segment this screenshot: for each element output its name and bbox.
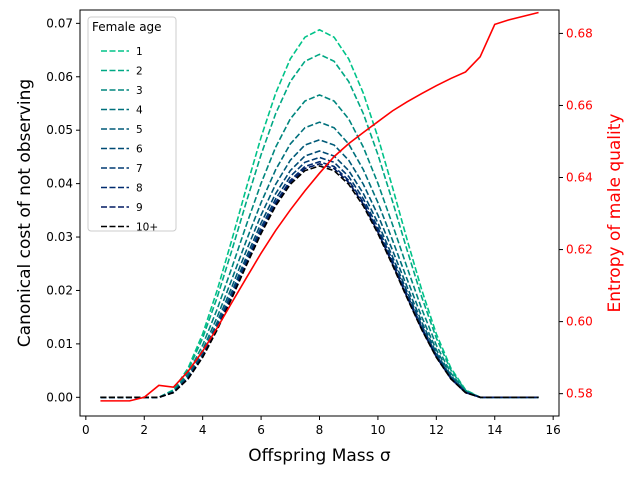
legend-box <box>87 16 177 232</box>
y-left-tick-label: 0.02 <box>46 283 73 297</box>
x-tick-label: 16 <box>546 423 561 437</box>
series-line-3 <box>100 94 539 399</box>
axes: 0 2 4 6 8 10 12 14 160.000.010.020.030.040.050.0… <box>15 16 625 466</box>
legend-label: 7 <box>136 163 143 175</box>
y-left-tick-label: 0.03 <box>46 230 73 244</box>
y-right-tick-label: 0.62 <box>566 243 593 257</box>
y-left-axis-title: Canonical cost of not observing <box>15 79 35 347</box>
legend-label: 10+ <box>136 222 158 234</box>
y-left-tick-label: 0.07 <box>46 16 73 30</box>
legend-label: 2 <box>136 66 143 78</box>
y-right-axis-title: Entropy of male quality <box>605 114 625 313</box>
legend-label: 5 <box>136 124 143 136</box>
x-tick-label: 8 <box>316 423 324 437</box>
x-axis-title: Offspring Mass σ <box>248 446 391 466</box>
legend-label: 4 <box>136 105 143 117</box>
legend-label: 9 <box>136 202 143 214</box>
y-right-tick-label: 0.66 <box>566 98 593 112</box>
x-tick-label: 6 <box>257 423 265 437</box>
series-line-2 <box>100 53 539 399</box>
y-left-tick-label: 0.01 <box>46 337 73 351</box>
legend-label: 1 <box>136 46 143 58</box>
y-right-tick-label: 0.68 <box>566 26 593 40</box>
y-left-tick-label: 0.06 <box>46 70 73 84</box>
series-line-right-axis <box>100 11 539 402</box>
y-right-tick-label: 0.60 <box>566 315 593 329</box>
legend-label: 6 <box>136 144 143 156</box>
legend: Female age 1 2 3 4 5 6 7 8 9 10+ <box>87 16 177 234</box>
series-lines <box>100 11 539 402</box>
x-tick-label: 2 <box>140 423 148 437</box>
y-right-tick-label: 0.58 <box>566 387 593 401</box>
series-line-10plus <box>100 165 539 399</box>
x-tick-label: 0 <box>82 423 90 437</box>
x-tick-label: 14 <box>487 423 502 437</box>
legend-label: 8 <box>136 183 143 195</box>
x-tick-label: 12 <box>429 423 444 437</box>
y-left-tick-label: 0.05 <box>46 123 73 137</box>
y-right-tick-label: 0.64 <box>566 171 593 185</box>
y-left-tick-label: 0.04 <box>46 177 73 191</box>
x-tick-label: 4 <box>199 423 207 437</box>
legend-title: Female age <box>92 20 162 34</box>
y-left-tick-label: 0.00 <box>46 390 73 404</box>
legend-label: 3 <box>136 85 143 97</box>
x-tick-label: 10 <box>370 423 385 437</box>
